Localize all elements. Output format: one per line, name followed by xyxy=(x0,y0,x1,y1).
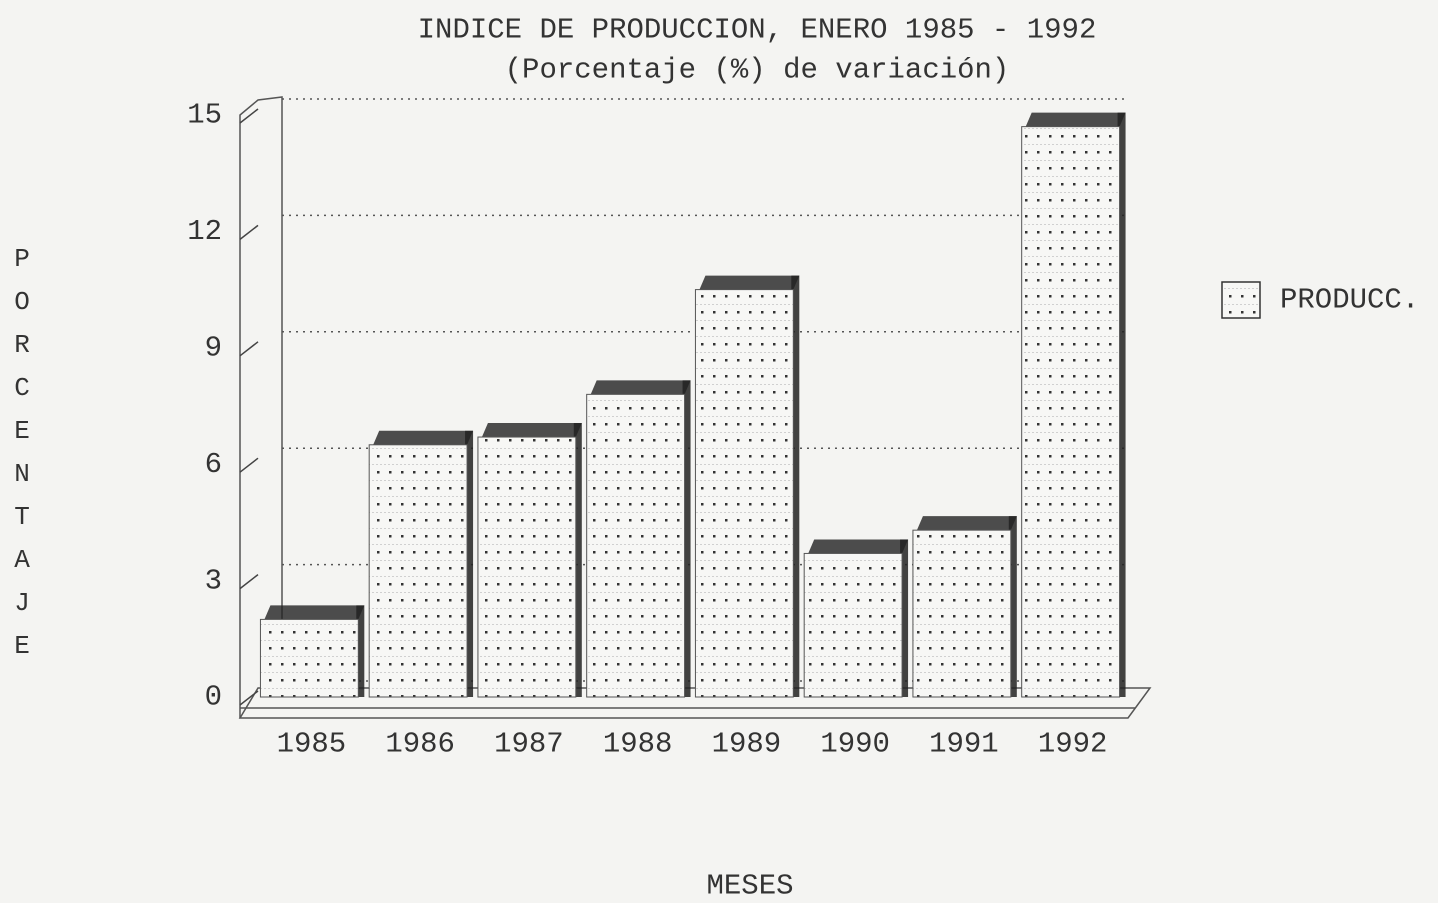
bar xyxy=(259,618,359,698)
bar-top xyxy=(916,516,1017,531)
bar-top xyxy=(1025,112,1126,127)
floor xyxy=(238,687,1152,719)
x-axis-label: MESES xyxy=(706,870,793,903)
legend-swatch xyxy=(1221,281,1261,319)
bar xyxy=(368,444,468,698)
x-tick-label: 1991 xyxy=(929,728,999,761)
x-tick-label: 1990 xyxy=(820,728,890,761)
bar xyxy=(803,552,903,698)
bar-side xyxy=(900,539,909,697)
y-axis-label: PORCENTAJE xyxy=(7,244,37,674)
tick-mark xyxy=(239,457,259,473)
y-tick-label: 9 xyxy=(205,331,222,364)
tick-mark xyxy=(239,574,259,590)
x-tick-label: 1988 xyxy=(603,728,673,761)
bar-side xyxy=(791,275,800,697)
bar xyxy=(586,393,686,698)
chart-title: INDICE DE PRODUCCION, ENERO 1985 - 1992 xyxy=(418,14,1097,47)
bar-side xyxy=(1008,516,1017,697)
x-tick-label: 1985 xyxy=(277,728,347,761)
y-tick-label: 3 xyxy=(205,564,222,597)
bar-side xyxy=(465,430,474,697)
bar-top xyxy=(699,275,800,290)
bar xyxy=(477,436,577,698)
x-tick-label: 1989 xyxy=(712,728,782,761)
legend-label: PRODUCC. xyxy=(1280,284,1419,317)
bar-side xyxy=(573,423,582,697)
chart-subtitle: (Porcentaje (%) de variación) xyxy=(505,54,1010,87)
y-tick-label: 0 xyxy=(205,681,222,714)
bar-top xyxy=(808,539,909,554)
bar-top xyxy=(590,380,691,395)
y-tick-label: 15 xyxy=(187,99,222,132)
y-tick-label: 6 xyxy=(205,448,222,481)
x-tick-label: 1986 xyxy=(385,728,455,761)
bar-top xyxy=(373,430,474,445)
bar-side xyxy=(356,605,365,697)
bar-side xyxy=(1117,112,1126,697)
bar-top xyxy=(481,423,582,438)
bar xyxy=(912,529,1012,698)
tick-mark xyxy=(239,108,259,124)
bar-top xyxy=(264,605,365,620)
x-tick-label: 1987 xyxy=(494,728,564,761)
tick-mark xyxy=(239,690,259,706)
x-tick-label: 1992 xyxy=(1038,728,1108,761)
tick-mark xyxy=(239,224,259,240)
bar-side xyxy=(682,380,691,697)
y-tick-label: 12 xyxy=(187,215,222,248)
bar xyxy=(694,289,794,698)
back-wall xyxy=(239,96,283,718)
bar xyxy=(1021,126,1121,698)
tick-mark xyxy=(239,341,259,357)
